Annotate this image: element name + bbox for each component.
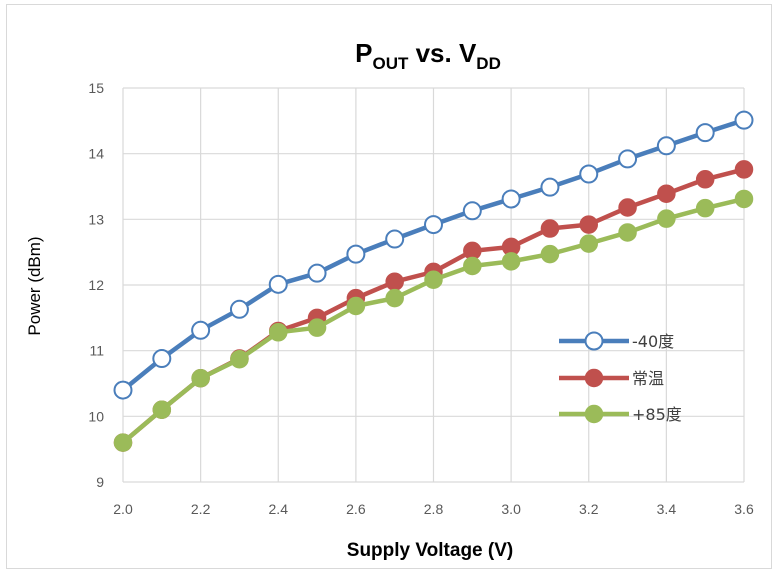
data-point — [657, 209, 676, 228]
data-point — [618, 223, 637, 242]
data-point — [113, 380, 133, 400]
data-point — [657, 184, 676, 203]
y-tick-label: 9 — [96, 474, 104, 490]
y-tick-label: 14 — [88, 146, 104, 162]
y-axis-label: Power (dBm) — [25, 236, 44, 335]
y-tick-label: 11 — [89, 343, 104, 359]
x-tick-label: 3.2 — [579, 501, 599, 517]
data-point — [152, 400, 172, 420]
data-point — [268, 274, 288, 294]
data-point — [152, 349, 172, 369]
data-point — [734, 160, 754, 179]
series-0 — [113, 110, 754, 400]
x-tick-label: 2.2 — [191, 501, 211, 517]
y-tick-label: 12 — [88, 277, 104, 293]
data-point — [191, 368, 210, 388]
data-point — [463, 256, 482, 276]
data-point — [695, 198, 715, 218]
legend-item: 常温 — [559, 368, 664, 388]
data-point — [579, 234, 598, 253]
data-point — [656, 136, 676, 156]
y-axis-ticks: 9 10 11 12 13 14 15 — [88, 80, 104, 490]
data-point — [385, 288, 404, 308]
data-point — [734, 189, 754, 209]
legend-label: 常温 — [632, 369, 664, 388]
x-tick-label: 2.8 — [424, 501, 444, 517]
data-point — [540, 177, 560, 197]
x-tick-label: 2.0 — [113, 501, 133, 517]
title-sub-out: OUT — [372, 54, 409, 73]
data-point — [385, 272, 404, 291]
data-point — [501, 189, 521, 209]
chart-title: POUT vs. VDD — [355, 38, 501, 73]
y-tick-label: 13 — [88, 211, 104, 227]
data-point — [307, 263, 327, 283]
data-point — [540, 219, 560, 238]
data-point — [346, 244, 366, 264]
data-point — [734, 110, 754, 130]
data-point — [695, 170, 715, 189]
data-point — [424, 270, 443, 289]
title-p: P — [355, 38, 372, 68]
x-axis-label: Supply Voltage (V) — [347, 540, 513, 561]
data-point — [540, 244, 560, 264]
data-point — [113, 433, 133, 452]
data-point — [695, 123, 715, 143]
legend-item: +85度 — [559, 404, 682, 424]
data-point — [229, 299, 249, 319]
data-point — [579, 164, 599, 184]
legend-marker — [584, 404, 604, 424]
x-tick-label: 3.0 — [501, 501, 521, 517]
title-sub-dd: DD — [476, 54, 501, 73]
legend-label: -40度 — [632, 332, 674, 351]
data-point — [269, 323, 288, 342]
data-point — [501, 252, 521, 271]
x-tick-label: 2.4 — [269, 501, 289, 517]
data-point — [579, 215, 598, 234]
x-tick-label: 3.4 — [657, 501, 677, 517]
legend-item: -40度 — [559, 331, 674, 351]
data-point — [462, 201, 482, 221]
data-point — [424, 215, 443, 235]
data-point — [618, 198, 637, 217]
series-group — [113, 110, 754, 452]
data-point — [385, 229, 405, 249]
x-tick-label: 3.6 — [734, 501, 754, 517]
legend-label: +85度 — [632, 405, 682, 424]
data-point — [618, 149, 638, 169]
data-point — [230, 349, 249, 369]
x-tick-label: 2.6 — [346, 501, 366, 517]
data-point — [191, 320, 211, 340]
x-axis-ticks: 2.0 2.2 2.4 2.6 2.8 3.0 3.2 3.4 3.6 — [113, 501, 754, 517]
legend-marker — [584, 368, 604, 388]
title-vs: vs. V — [408, 38, 477, 68]
series-2 — [113, 189, 754, 452]
data-point — [307, 318, 327, 337]
y-tick-label: 10 — [88, 408, 104, 424]
legend-marker — [584, 331, 604, 351]
data-point — [346, 296, 366, 316]
y-tick-label: 15 — [88, 80, 104, 96]
